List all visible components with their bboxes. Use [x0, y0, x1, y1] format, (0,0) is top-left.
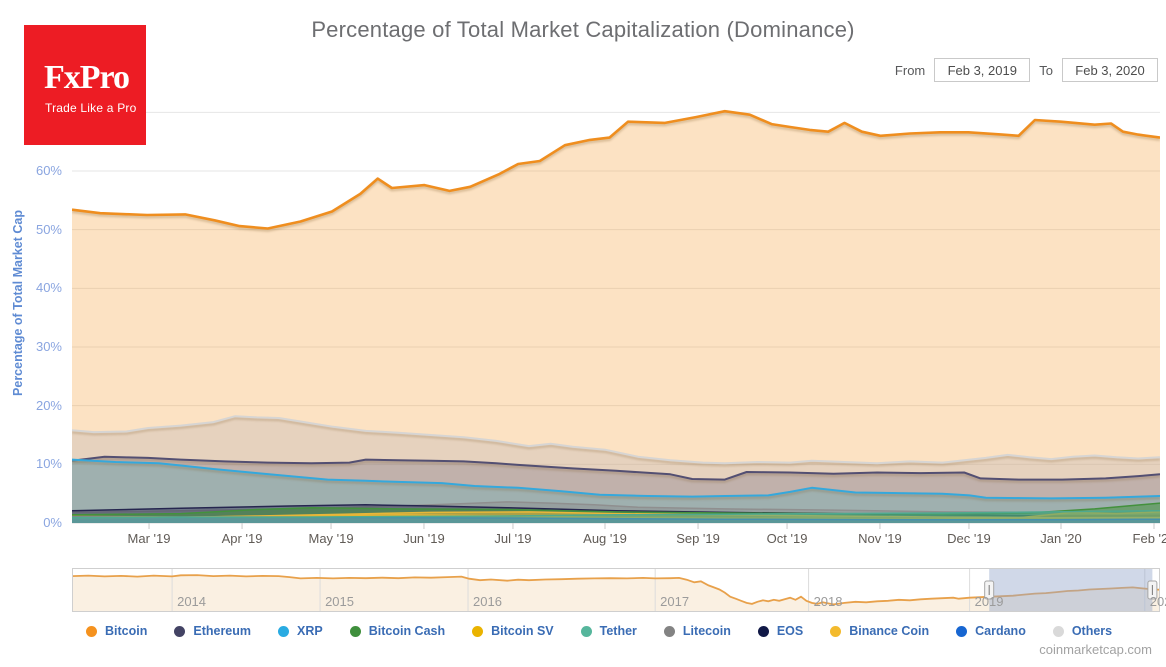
series-line-others: [72, 415, 1160, 465]
navigator-frame: [72, 568, 1160, 612]
legend-item-label: Bitcoin Cash: [368, 624, 446, 638]
legend-item-xrp[interactable]: XRP: [278, 624, 323, 638]
x-tick-label: Nov '19: [858, 531, 902, 546]
legend-item-label: Cardano: [975, 624, 1026, 638]
legend-item-tether[interactable]: Tether: [580, 624, 637, 638]
y-tick-label: 20%: [35, 397, 62, 413]
legend-item-others[interactable]: Others: [1052, 624, 1113, 638]
navigator[interactable]: [72, 568, 1160, 612]
legend-item-binance-coin[interactable]: Binance Coin: [830, 624, 929, 638]
x-tick-label: Jul '19: [494, 531, 532, 546]
navigator-year-label: 2020: [1149, 594, 1166, 609]
legend-dot-icon: [1052, 625, 1064, 637]
legend-dot-icon: [174, 625, 186, 637]
to-date-input[interactable]: [1062, 58, 1158, 82]
x-tick-label: Oct '19: [766, 531, 808, 546]
series-line-ethereum: [72, 455, 1160, 481]
x-tick-label: May '19: [308, 531, 354, 546]
y-tick-label: 30%: [35, 338, 62, 354]
legend-item-label: Ethereum: [193, 624, 252, 638]
navigator-year-label: 2019: [974, 594, 1004, 609]
legend-dot-icon: [830, 625, 842, 637]
legend-item-label: Bitcoin: [105, 624, 148, 638]
navigator-year-label: 2016: [473, 594, 502, 609]
legend-item-label: XRP: [297, 624, 323, 638]
x-tick-label: Dec '19: [947, 531, 991, 546]
legend-dot-icon: [349, 625, 361, 637]
x-tick-label: Apr '19: [221, 531, 263, 546]
series-area-bitcoin: [72, 111, 1160, 523]
dominance-plot[interactable]: [72, 100, 1160, 530]
x-tick-label: Aug '19: [583, 531, 627, 546]
from-label: From: [894, 62, 926, 78]
legend-item-bitcoin[interactable]: Bitcoin: [86, 624, 147, 638]
series-line-xrp: [72, 458, 1160, 500]
legend: Bitcoin Ethereum XRP Bitcoin Cash Bitcoin SV…: [86, 624, 1112, 638]
y-tick-label: 10%: [35, 456, 62, 472]
legend-item-label: Tether: [599, 624, 637, 638]
x-tick-label: Sep '19: [676, 531, 720, 546]
legend-dot-icon: [757, 625, 769, 637]
y-tick-label: 0%: [43, 515, 62, 530]
series-line-bitcoin: [72, 109, 1160, 230]
legend-dot-icon: [663, 625, 675, 637]
chart-title: Percentage of Total Market Capitalizatio…: [311, 17, 855, 42]
y-tick-label: 50%: [35, 221, 62, 237]
navigator-year-label: 2018: [813, 594, 843, 609]
legend-item-label: Litecoin: [682, 624, 731, 638]
y-tick-label: 60%: [35, 162, 62, 178]
legend-item-litecoin[interactable]: Litecoin: [663, 624, 731, 638]
logo-tagline: Trade Like a Pro: [45, 101, 137, 115]
from-date-input[interactable]: [934, 58, 1031, 82]
navigator-area: [72, 575, 1160, 612]
legend-item-ethereum[interactable]: Ethereum: [174, 624, 251, 638]
legend-dot-icon: [956, 625, 968, 637]
legend-item-bitcoin-cash[interactable]: Bitcoin Cash: [349, 624, 446, 638]
legend-item-label: Binance Coin: [849, 624, 930, 638]
y-tick-label: 40%: [35, 280, 62, 296]
x-tick-label: Jun '19: [403, 531, 445, 546]
date-range-controls: From To: [895, 58, 1158, 82]
legend-dot-icon: [580, 625, 592, 637]
fxpro-logo: FxPro Trade Like a Pro: [24, 25, 146, 145]
navigator-year-label: 2017: [660, 594, 690, 609]
legend-item-eos[interactable]: EOS: [757, 624, 804, 638]
navigator-year-label: 2014: [177, 594, 207, 609]
legend-item-bitcoin-sv[interactable]: Bitcoin SV: [472, 624, 554, 638]
coinmarketcap-watermark[interactable]: coinmarketcap.com: [1039, 642, 1152, 657]
legend-dot-icon: [278, 625, 290, 637]
to-label: To: [1039, 62, 1053, 78]
legend-item-cardano[interactable]: Cardano: [956, 624, 1026, 638]
legend-item-label: Bitcoin SV: [491, 624, 554, 638]
series-line-tether: [72, 509, 1160, 519]
x-tick-label: Jan '20: [1040, 531, 1082, 546]
legend-item-label: EOS: [776, 624, 804, 638]
x-tick-label: Mar '19: [127, 531, 171, 546]
logo-brand-text: FxPro: [44, 59, 130, 96]
navigator-year-label: 2015: [325, 594, 354, 609]
legend-dot-icon: [472, 625, 484, 637]
x-tick-label: Feb '20: [1132, 531, 1166, 546]
navigator-selection[interactable]: [989, 568, 1153, 612]
legend-dot-icon: [86, 625, 97, 637]
legend-item-label: Others: [1071, 624, 1113, 638]
